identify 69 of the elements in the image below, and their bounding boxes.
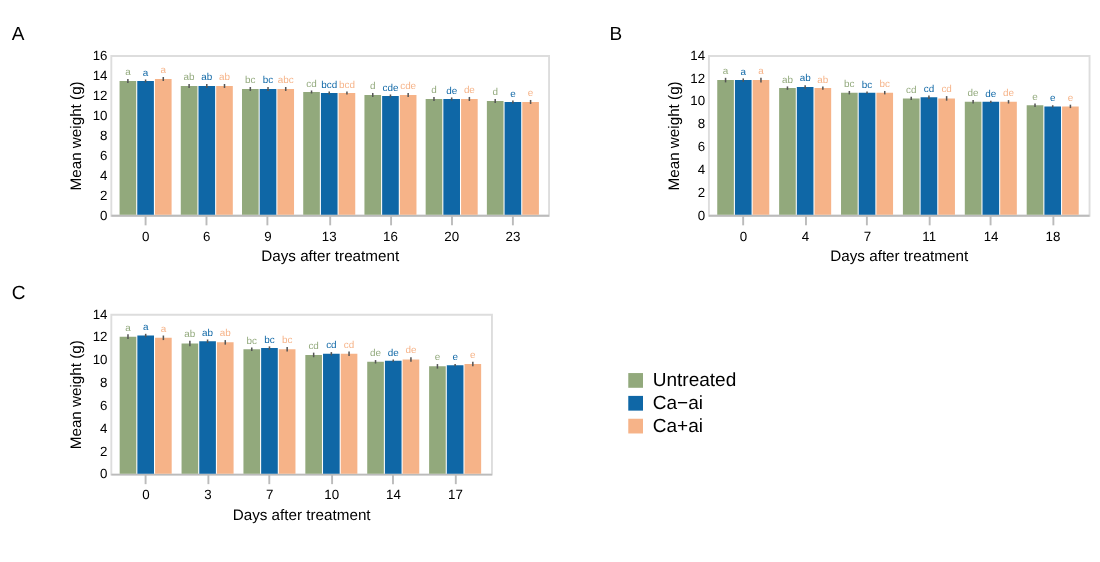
- bar: [446, 365, 464, 474]
- bar: [796, 86, 814, 215]
- legend-label: Ca+ai: [652, 415, 703, 438]
- y-axis-title: Mean weight (g): [67, 339, 86, 450]
- bar: [779, 88, 796, 215]
- bar: [486, 100, 504, 215]
- bar: [320, 92, 338, 215]
- bar: [841, 92, 858, 215]
- bar: [155, 337, 172, 474]
- bar: [199, 341, 216, 474]
- bar: [1062, 106, 1079, 215]
- bar: [137, 80, 154, 215]
- bar: [216, 85, 233, 215]
- chart-title: B: [609, 23, 623, 46]
- bar: [384, 360, 402, 474]
- bar: [1044, 106, 1062, 215]
- bar: [323, 353, 340, 474]
- bar: [1000, 101, 1017, 215]
- bar: [717, 80, 734, 215]
- bar: [181, 343, 199, 474]
- bar: [119, 80, 137, 215]
- bar: [303, 91, 320, 215]
- bar: [734, 80, 752, 215]
- bar: [814, 88, 832, 215]
- bar: [752, 80, 770, 215]
- bar: [119, 336, 137, 474]
- legend-label: Untreated: [652, 370, 737, 393]
- bar: [154, 78, 172, 215]
- bar: [137, 335, 154, 474]
- bar: [964, 101, 982, 215]
- bar: [902, 98, 920, 215]
- x-axis-title: Days after treatment: [830, 247, 970, 266]
- bar: [364, 94, 382, 215]
- bar: [938, 98, 955, 215]
- bar: [858, 92, 876, 215]
- y-axis-title: Mean weight (g): [664, 80, 683, 191]
- x-axis-title: Days after treatment: [232, 506, 373, 525]
- bar: [243, 349, 261, 474]
- bar: [305, 354, 322, 474]
- bar: [367, 361, 384, 474]
- legend-label: Ca−ai: [652, 392, 703, 415]
- bar: [464, 364, 482, 474]
- bar: [261, 348, 278, 474]
- bar: [180, 85, 198, 215]
- bar: [399, 94, 417, 215]
- bar: [402, 359, 420, 474]
- bar: [920, 97, 938, 215]
- bar: [1026, 105, 1044, 215]
- bar: [216, 342, 234, 474]
- bar: [277, 88, 295, 215]
- x-axis-title: Days after treatment: [261, 247, 401, 266]
- bar: [982, 101, 1000, 215]
- bar: [382, 95, 399, 215]
- bar: [504, 101, 522, 215]
- bar: [522, 101, 539, 215]
- bar: [461, 98, 478, 215]
- bar: [242, 88, 259, 215]
- bar: [340, 353, 358, 474]
- bar: [198, 85, 216, 215]
- bar: [259, 88, 277, 215]
- bar: [278, 349, 296, 474]
- bar: [443, 98, 460, 215]
- bar: [425, 98, 443, 215]
- chart-title: C: [11, 282, 26, 305]
- chart-title: A: [11, 23, 26, 46]
- bar: [338, 92, 356, 215]
- bar: [429, 366, 446, 474]
- bar: [876, 92, 894, 215]
- y-axis-title: Mean weight (g): [67, 80, 86, 191]
